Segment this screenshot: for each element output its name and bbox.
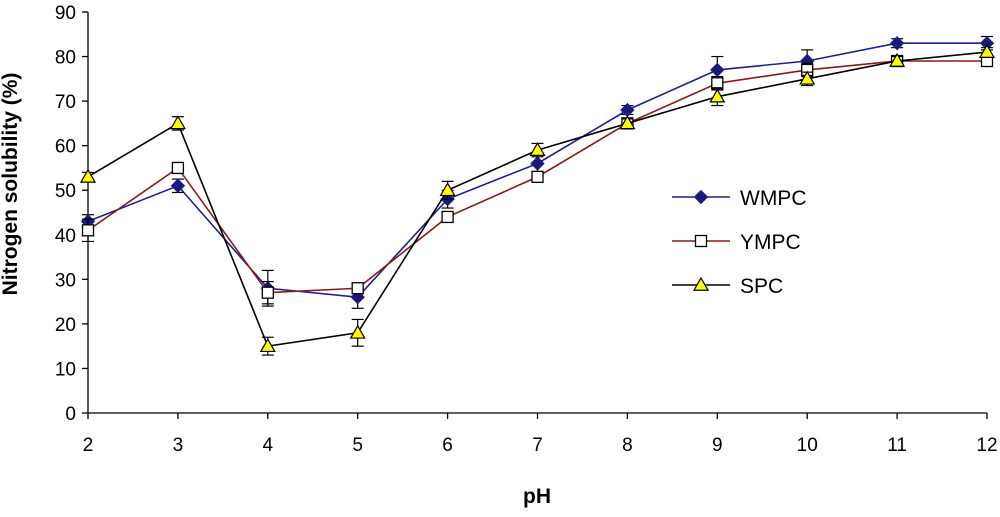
legend-marker-ympc xyxy=(694,234,708,248)
data-point-spc xyxy=(709,88,726,103)
data-point-spc xyxy=(349,324,366,339)
legend-marker-wmpc xyxy=(693,189,709,205)
x-tick-label: 12 xyxy=(976,435,997,456)
x-tick-label: 10 xyxy=(797,435,818,456)
legend-item-ympc: YMPC xyxy=(672,231,801,254)
data-point-wmpc xyxy=(170,178,186,193)
y-tick-label: 40 xyxy=(55,226,76,247)
y-tick-label: 70 xyxy=(55,92,76,113)
data-point-wmpc xyxy=(889,35,905,51)
y-tick-label: 20 xyxy=(55,315,76,336)
data-point-spc xyxy=(169,115,186,130)
data-point-spc xyxy=(79,168,97,183)
x-tick-label: 7 xyxy=(532,435,543,456)
x-tick-label: 2 xyxy=(83,435,94,456)
series-ympc xyxy=(81,54,994,305)
data-point-spc xyxy=(978,43,996,58)
series-layer xyxy=(79,35,996,356)
y-tick-label: 0 xyxy=(65,404,76,425)
data-point-ympc xyxy=(81,224,95,237)
data-point-ympc xyxy=(441,210,454,224)
x-tick-label: 9 xyxy=(712,435,723,456)
legend-marker-spc xyxy=(692,276,710,291)
series-line-spc xyxy=(87,51,988,348)
y-tick-label: 10 xyxy=(55,359,76,380)
y-tick-label: 30 xyxy=(55,270,76,291)
data-point-spc xyxy=(439,182,456,197)
series-spc xyxy=(79,43,996,356)
y-tick-label: 50 xyxy=(55,181,76,202)
legend-item-wmpc: WMPC xyxy=(672,187,807,210)
data-point-wmpc xyxy=(530,156,545,171)
y-tick-label: 80 xyxy=(55,48,76,69)
legend-item-spc: SPC xyxy=(672,275,783,298)
legend-label-wmpc: WMPC xyxy=(740,187,807,210)
legend-label-ympc: YMPC xyxy=(740,231,801,254)
x-tick-label: 6 xyxy=(442,435,453,456)
data-point-spc xyxy=(259,337,276,353)
x-tick-label: 3 xyxy=(173,435,184,456)
x-tick-label: 5 xyxy=(352,435,363,456)
data-point-spc xyxy=(529,141,546,156)
x-tick-label: 8 xyxy=(622,435,633,456)
y-tick-label: 90 xyxy=(55,3,76,24)
data-point-ympc xyxy=(711,77,724,90)
data-point-ympc xyxy=(171,161,185,175)
y-tick-label: 60 xyxy=(55,137,76,158)
data-point-ympc xyxy=(531,170,544,184)
data-point-ympc xyxy=(351,282,364,295)
series-wmpc xyxy=(80,35,995,309)
x-axis-title: pH xyxy=(523,485,551,508)
data-point-wmpc xyxy=(710,62,725,78)
y-axis-title: Nitrogen solubility (%) xyxy=(0,73,22,296)
legend: WMPC YMPC SPC xyxy=(672,187,807,298)
data-point-ympc xyxy=(261,286,274,299)
x-tick-label: 11 xyxy=(887,435,907,456)
data-point-spc xyxy=(619,115,636,130)
axes: 0 10 20 30 40 50 60 70 80 90 2 3 4 5 6 7 8 9 10 11 12 xyxy=(55,3,998,456)
data-point-spc xyxy=(799,70,816,85)
legend-label-spc: SPC xyxy=(740,275,783,298)
data-point-spc xyxy=(889,52,906,67)
x-tick-label: 4 xyxy=(263,435,274,456)
